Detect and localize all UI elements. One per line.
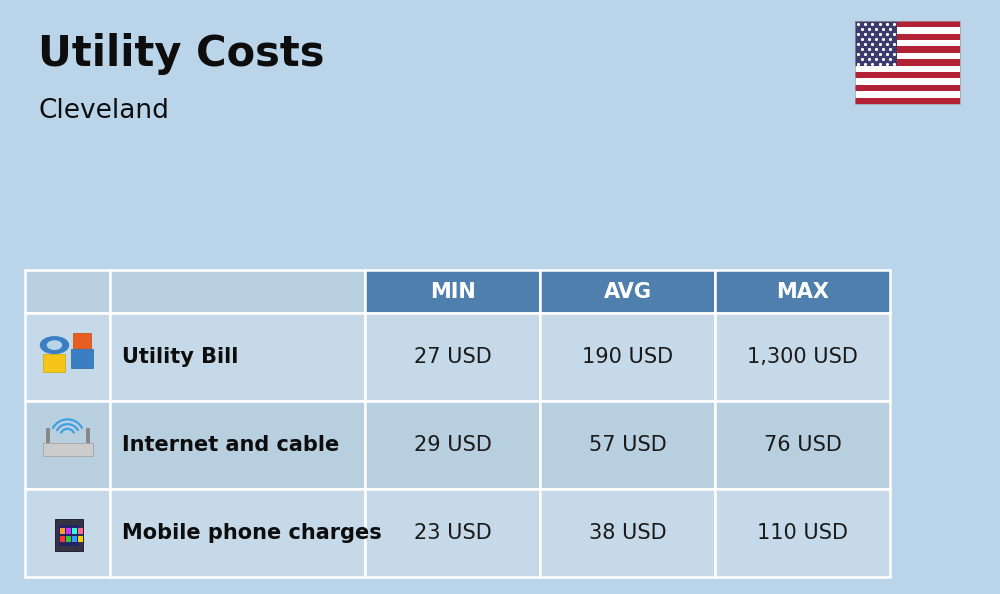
Circle shape [41,337,68,353]
Bar [86,428,90,443]
Bar [540,313,715,401]
Text: 57 USD: 57 USD [589,435,666,455]
Bar [60,528,64,534]
Text: 190 USD: 190 USD [582,347,673,367]
Text: 38 USD: 38 USD [589,523,666,543]
Bar [25,489,110,577]
Bar [46,428,50,443]
Bar [58,525,78,546]
Text: 110 USD: 110 USD [757,523,848,543]
Bar [855,21,960,104]
Text: 76 USD: 76 USD [764,435,841,455]
Bar [72,528,77,534]
Bar [365,270,540,313]
Bar [66,536,70,542]
Bar [25,270,110,313]
Bar [715,401,890,489]
Bar [855,27,960,34]
Circle shape [48,341,62,349]
Bar [855,91,960,97]
Bar [855,40,960,46]
Bar [60,536,64,542]
Bar [855,78,960,85]
Text: Internet and cable: Internet and cable [122,435,339,455]
Text: 23 USD: 23 USD [414,523,491,543]
Bar [855,21,960,27]
Bar [66,528,70,534]
Bar [715,270,890,313]
Text: MAX: MAX [776,282,829,302]
Text: AVG: AVG [604,282,652,302]
Text: Utility Bill: Utility Bill [122,347,238,367]
Bar [110,270,365,313]
Bar [540,489,715,577]
Bar [25,313,110,401]
Text: 1,300 USD: 1,300 USD [747,347,858,367]
Bar [78,536,83,542]
Bar [110,313,365,401]
Bar [110,489,365,577]
Bar [855,72,960,78]
Text: Utility Costs: Utility Costs [38,33,324,75]
Bar [25,401,110,489]
Bar [540,270,715,313]
Text: Cleveland: Cleveland [38,98,169,124]
Bar [540,401,715,489]
Bar [715,313,890,401]
Bar [855,97,960,104]
Bar [78,528,83,534]
Bar [72,536,77,542]
Bar [365,489,540,577]
Bar [715,489,890,577]
Bar [42,443,92,456]
Bar [855,34,960,40]
Bar [42,354,64,372]
Bar [855,46,960,53]
Bar [855,21,897,65]
Text: Mobile phone charges: Mobile phone charges [122,523,382,543]
Bar [110,401,365,489]
Bar [70,349,92,368]
Text: 27 USD: 27 USD [414,347,491,367]
Bar [365,313,540,401]
Bar [55,519,82,551]
Bar [855,65,960,72]
Bar [855,59,960,65]
Bar [855,53,960,59]
Text: 29 USD: 29 USD [414,435,491,455]
Bar [73,333,91,348]
Text: MIN: MIN [430,282,475,302]
Bar [855,85,960,91]
Bar [365,401,540,489]
